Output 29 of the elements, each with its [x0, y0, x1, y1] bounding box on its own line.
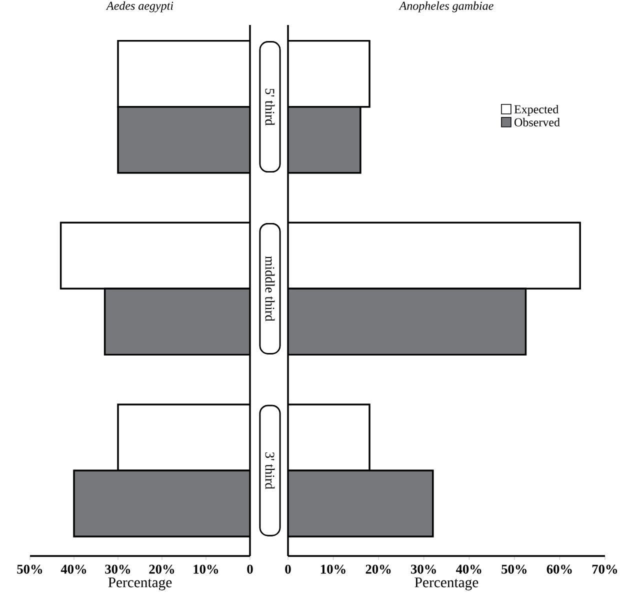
x-tick-label: 20%: [149, 564, 174, 574]
x-tick-label: 10%: [321, 564, 346, 574]
x-tick-label: 50%: [17, 564, 42, 574]
x-tick-label: 0: [285, 564, 291, 574]
x-tick-label: 70%: [592, 564, 618, 574]
y-tick-label: middle third: [265, 256, 275, 322]
x-tick-label: 40%: [456, 564, 482, 574]
x-tick-label: 50%: [502, 564, 527, 574]
x-tick-label: 10%: [194, 564, 218, 574]
chart-title: Aedes aegypti: [106, 1, 174, 12]
bar: [288, 106, 362, 174]
x-tick-label: 0: [247, 564, 253, 574]
x-axis-title: Percentage: [414, 578, 478, 590]
x-tick-label: 30%: [411, 564, 436, 574]
y-tick-label: 3' third: [265, 452, 275, 490]
text: Expected: [514, 104, 559, 116]
x-axis-title: Percentage: [108, 578, 172, 590]
chart-title: Anopheles gambiae: [398, 1, 494, 12]
bar: [104, 288, 250, 356]
bar: [288, 470, 434, 538]
x-tick-label: 20%: [366, 564, 391, 574]
bar: [73, 470, 250, 538]
y-tick-label: 5' third: [265, 88, 275, 126]
bar: [288, 288, 527, 356]
legend-label: Observed: [514, 118, 560, 126]
x-tick-label: 30%: [105, 564, 130, 574]
x-tick-label: 40%: [60, 564, 86, 574]
x-tick-label: 60%: [546, 564, 572, 574]
bar: [117, 106, 250, 174]
